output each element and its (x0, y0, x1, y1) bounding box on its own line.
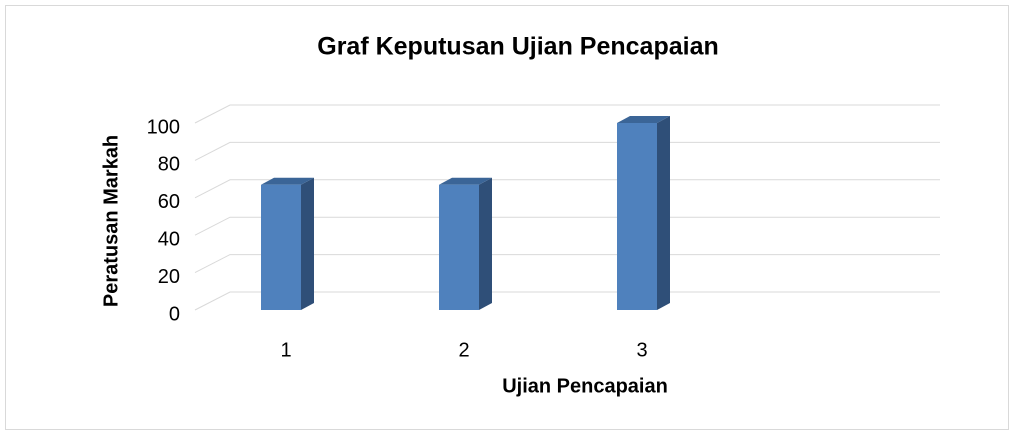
bar-top (617, 116, 670, 123)
grid-line (194, 141, 940, 161)
x-axis-title: Ujian Pencapaian (502, 375, 668, 397)
grid-line (194, 104, 940, 124)
y-tick-label: 80 (158, 154, 180, 176)
bar-top (439, 177, 492, 185)
y-tick-label: 100 (147, 116, 180, 138)
bar-side (301, 177, 314, 310)
y-axis-title: Peratusan Markah (100, 135, 122, 307)
y-tick-label: 60 (158, 191, 180, 213)
grid-line (194, 254, 940, 274)
grid-line (194, 216, 940, 236)
x-tick-label: 2 (458, 339, 469, 361)
bar (617, 123, 657, 310)
bar (261, 184, 301, 310)
grid-line (194, 291, 940, 311)
x-tick-label: 3 (636, 339, 647, 361)
chart-title: Graf Keputusan Ujian Pencapaian (317, 33, 719, 61)
bar-side (479, 177, 492, 310)
x-tick-label: 1 (280, 339, 291, 361)
y-tick-label: 0 (169, 303, 180, 325)
y-tick-label: 20 (158, 266, 180, 288)
y-tick-label: 40 (158, 228, 180, 250)
bar-side (657, 116, 670, 310)
grid-line (194, 179, 940, 199)
bar (439, 184, 479, 310)
bar-top (261, 177, 314, 185)
